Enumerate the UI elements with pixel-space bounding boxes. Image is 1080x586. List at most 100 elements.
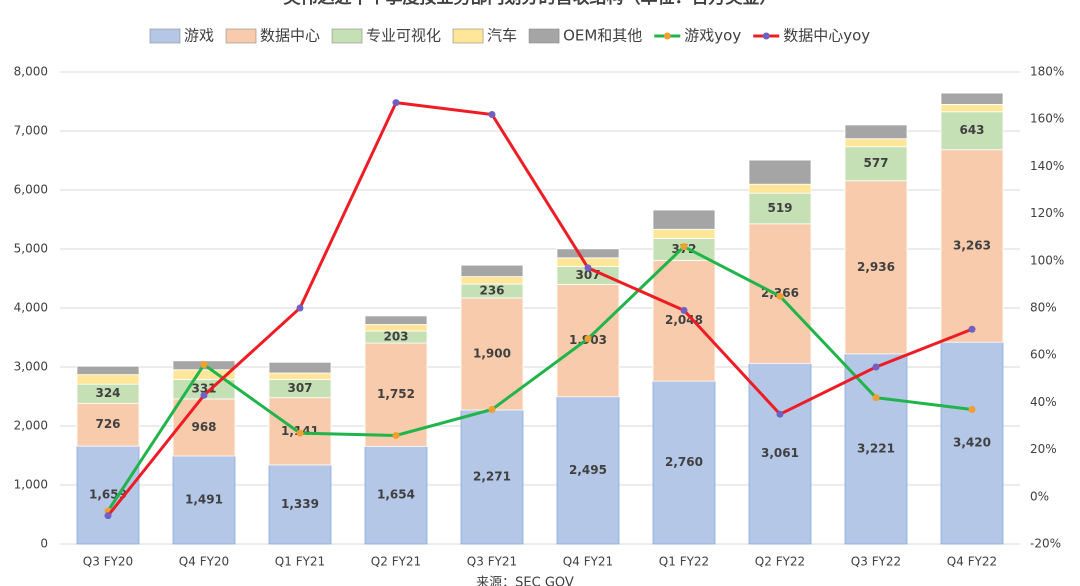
bar-segment: [76, 365, 140, 376]
line-marker: [968, 405, 976, 413]
legend-marker: [762, 32, 770, 40]
y2-tick-label: 180%: [1030, 65, 1064, 79]
data-label: 1,654: [377, 488, 415, 502]
y-tick-label: 4,000: [14, 301, 48, 315]
data-label: 1,900: [473, 346, 511, 360]
line-marker: [776, 292, 784, 300]
data-label: 236: [479, 283, 504, 297]
y2-tick-label: 80%: [1030, 301, 1057, 315]
y2-tick-label: 0%: [1030, 489, 1049, 503]
bar-segment: [268, 464, 332, 545]
line-marker: [680, 306, 688, 314]
bar-segment: [460, 264, 524, 278]
legend-label: 专业可视化: [366, 27, 441, 45]
x-tick-label: Q4 FY22: [947, 555, 997, 569]
y2-tick-label: -20%: [1030, 537, 1061, 551]
x-tick-label: Q3 FY22: [851, 555, 901, 569]
y2-tick-label: 140%: [1030, 159, 1064, 173]
line-marker: [296, 429, 304, 437]
line-marker: [872, 363, 880, 371]
x-tick-label: Q4 FY20: [179, 555, 229, 569]
bar-segment: [172, 455, 236, 545]
line-marker: [200, 391, 208, 399]
bar-segment: [364, 315, 428, 325]
y-tick-label: 2,000: [14, 419, 48, 433]
line-marker: [776, 410, 784, 418]
y-tick-label: 0: [40, 537, 48, 551]
data-label: 1,339: [281, 497, 319, 511]
line-marker: [488, 110, 496, 118]
bar-segment: [844, 146, 908, 182]
x-tick-label: Q3 FY20: [83, 555, 133, 569]
y2-tick-label: 120%: [1030, 206, 1064, 220]
bar-segment: [364, 446, 428, 545]
bar-segment: [844, 138, 908, 148]
data-label: 3,061: [761, 446, 799, 460]
bar-segment: [652, 209, 716, 230]
legend-marker: [663, 32, 671, 40]
bar-segment: [652, 228, 716, 239]
legend-swatch: [225, 28, 257, 44]
bar-segment: [556, 396, 620, 545]
data-label: 2,760: [665, 455, 703, 469]
bar-segment: [652, 380, 716, 545]
bar-segment: [652, 259, 716, 382]
y2-tick-label: 100%: [1030, 253, 1064, 267]
bar-segment: [844, 180, 908, 355]
data-label: 307: [287, 381, 312, 395]
bar-segment: [940, 103, 1004, 113]
y2-tick-label: 20%: [1030, 442, 1057, 456]
data-label: 577: [863, 156, 888, 170]
line-marker: [200, 361, 208, 369]
y-tick-label: 1,000: [14, 478, 48, 492]
bar-segment: [844, 353, 908, 545]
data-label: 2,495: [569, 463, 607, 477]
x-tick-label: Q4 FY21: [563, 555, 613, 569]
line: [106, 101, 973, 517]
data-label: 643: [959, 123, 984, 137]
legend-swatch: [331, 28, 363, 44]
data-label: 331: [191, 382, 216, 396]
legend-label: 游戏: [184, 27, 214, 45]
data-label: 2,048: [665, 313, 703, 327]
x-tick-label: Q2 FY21: [371, 555, 421, 569]
line-marker: [584, 335, 592, 343]
legend-swatch: [452, 28, 484, 44]
legend-label: 游戏yoy: [684, 27, 741, 45]
x-tick-label: Q2 FY22: [755, 555, 805, 569]
data-label: 2,936: [857, 260, 895, 274]
data-label: 1,752: [377, 387, 415, 401]
line-marker: [392, 99, 400, 107]
data-label: 324: [95, 386, 120, 400]
line-marker: [584, 264, 592, 272]
bar-segment: [748, 183, 812, 194]
legend-label: 数据中心: [260, 27, 320, 45]
bar-segment: [940, 92, 1004, 105]
chart-title: 英伟达近十个季度按业务部门划分的营收结构（单位：百万美金）: [284, 0, 777, 8]
data-label: 726: [95, 417, 120, 431]
legend-swatch: [149, 28, 181, 44]
y2-tick-label: 160%: [1030, 112, 1064, 126]
bar-segment: [748, 159, 812, 185]
x-tick-label: Q1 FY22: [659, 555, 709, 569]
line-marker: [968, 325, 976, 333]
y-tick-label: 8,000: [14, 65, 48, 79]
data-label: 2,271: [473, 470, 511, 484]
bar-segment: [844, 124, 908, 140]
data-label: 968: [191, 420, 216, 434]
bar-segment: [940, 111, 1004, 151]
bar-segment: [940, 149, 1004, 343]
line-marker: [296, 304, 304, 312]
source: 来源：SEC GOV: [476, 576, 574, 586]
y-tick-label: 7,000: [14, 124, 48, 138]
data-label: 3,263: [953, 238, 991, 252]
line-marker: [392, 431, 400, 439]
y-tick-label: 5,000: [14, 242, 48, 256]
bar-segment: [556, 248, 620, 259]
y-tick-label: 6,000: [14, 183, 48, 197]
x-tick-label: Q1 FY21: [275, 555, 325, 569]
line-marker: [872, 394, 880, 402]
bar-segment: [76, 374, 140, 385]
line-marker: [680, 243, 688, 251]
